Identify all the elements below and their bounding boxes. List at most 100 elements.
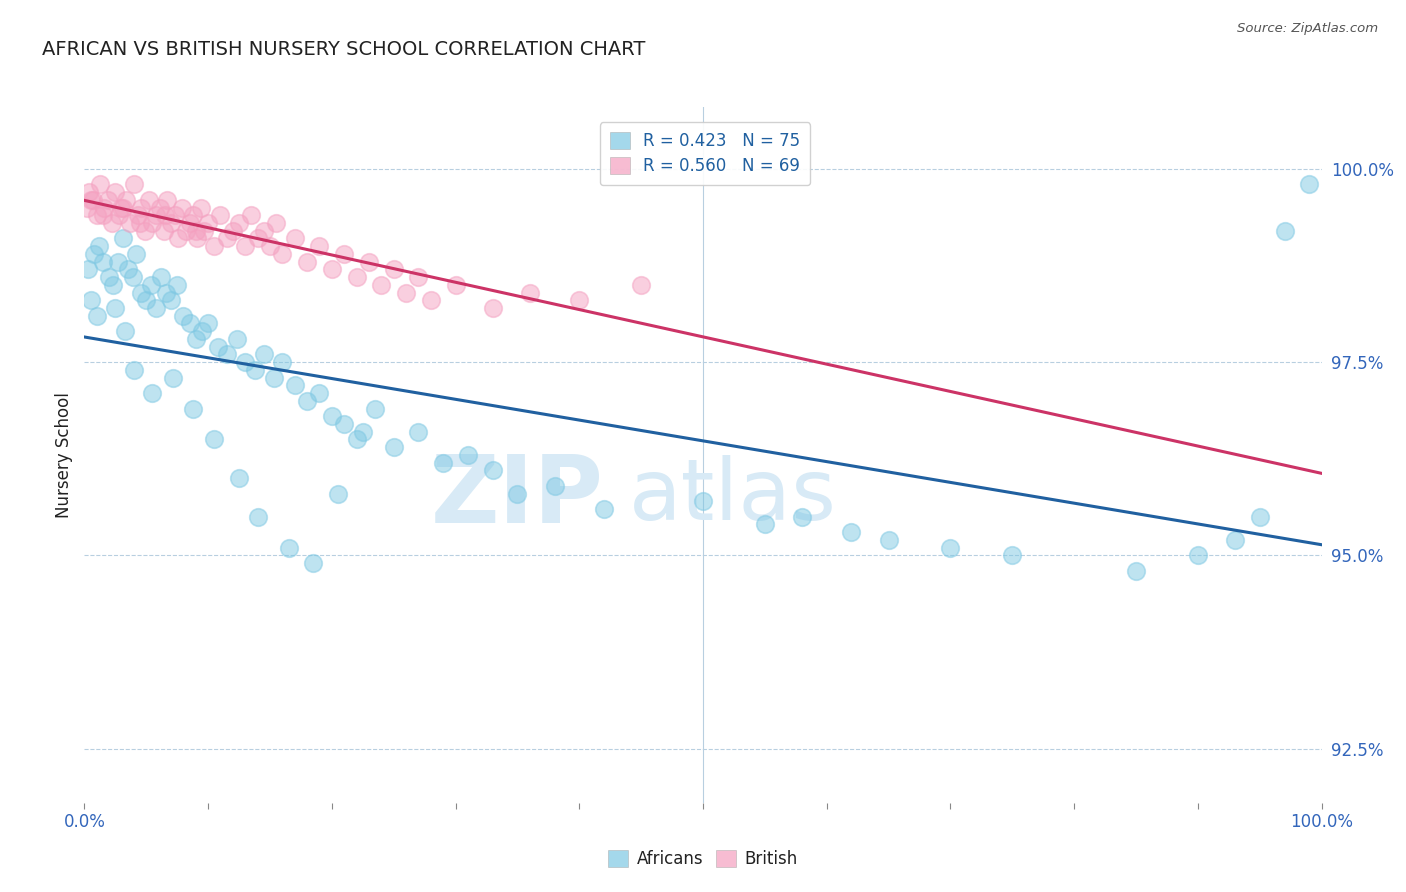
Point [181,401,204,416]
Point [145,208,167,222]
Point [321,409,343,424]
Point [253,224,276,238]
Point [364,401,387,416]
Point [1249,509,1271,524]
Point [184,332,207,346]
Point [1298,178,1320,192]
Point [129,201,152,215]
Point [841,525,863,540]
Point [82,193,104,207]
Point [91,208,114,222]
Point [117,262,139,277]
Point [457,448,479,462]
Point [149,201,172,215]
Point [233,355,256,369]
Point [184,224,207,238]
Point [228,471,250,485]
Text: atlas: atlas [628,455,837,538]
Point [246,231,269,245]
Point [160,216,183,230]
Point [481,463,503,477]
Point [790,509,813,524]
Point [141,216,163,230]
Point [77,262,100,277]
Point [156,193,179,207]
Point [225,332,247,346]
Point [93,201,115,215]
Point [193,224,215,238]
Point [346,433,368,447]
Point [179,216,201,230]
Point [89,178,111,192]
Point [1001,549,1024,563]
Point [754,517,776,532]
Point [630,277,652,292]
Point [145,301,167,315]
Text: AFRICAN VS BRITISH NURSERY SCHOOL CORRELATION CHART: AFRICAN VS BRITISH NURSERY SCHOOL CORREL… [42,40,645,59]
Point [181,208,204,222]
Point [408,425,430,439]
Point [264,216,287,230]
Point [1223,533,1246,547]
Point [76,201,98,215]
Point [395,285,418,300]
Point [233,239,256,253]
Point [129,216,152,230]
Point [1274,224,1296,238]
Point [259,239,281,253]
Point [222,224,245,238]
Point [186,231,208,245]
Point [370,277,392,292]
Point [215,231,238,245]
Point [432,456,454,470]
Point [86,208,108,222]
Point [543,479,565,493]
Point [207,340,229,354]
Point [382,262,405,277]
Text: Source: ZipAtlas.com: Source: ZipAtlas.com [1237,22,1378,36]
Point [127,208,149,222]
Point [308,239,330,253]
Point [104,301,127,315]
Point [97,193,120,207]
Point [352,425,374,439]
Point [110,201,132,215]
Point [357,254,380,268]
Point [295,393,318,408]
Point [215,347,238,361]
Point [91,254,114,268]
Point [100,216,122,230]
Point [120,216,142,230]
Point [98,270,121,285]
Point [150,270,173,285]
Point [1125,564,1147,578]
Point [444,277,467,292]
Point [519,285,541,300]
Point [153,208,176,222]
Point [89,239,111,253]
Point [209,208,232,222]
Point [333,247,356,261]
Point [197,216,219,230]
Point [166,277,188,292]
Point [382,440,405,454]
Point [321,262,343,277]
Point [162,370,184,384]
Point [160,293,183,308]
Point [125,247,148,261]
Point [202,239,225,253]
Point [277,541,299,555]
Point [79,293,101,308]
Point [141,277,163,292]
Point [271,355,294,369]
Point [263,370,285,384]
Point [308,386,330,401]
Point [115,193,138,207]
Point [152,224,174,238]
Point [111,201,134,215]
Point [243,363,266,377]
Point [333,417,356,431]
Point [284,231,307,245]
Point [568,293,591,308]
Point [228,216,250,230]
